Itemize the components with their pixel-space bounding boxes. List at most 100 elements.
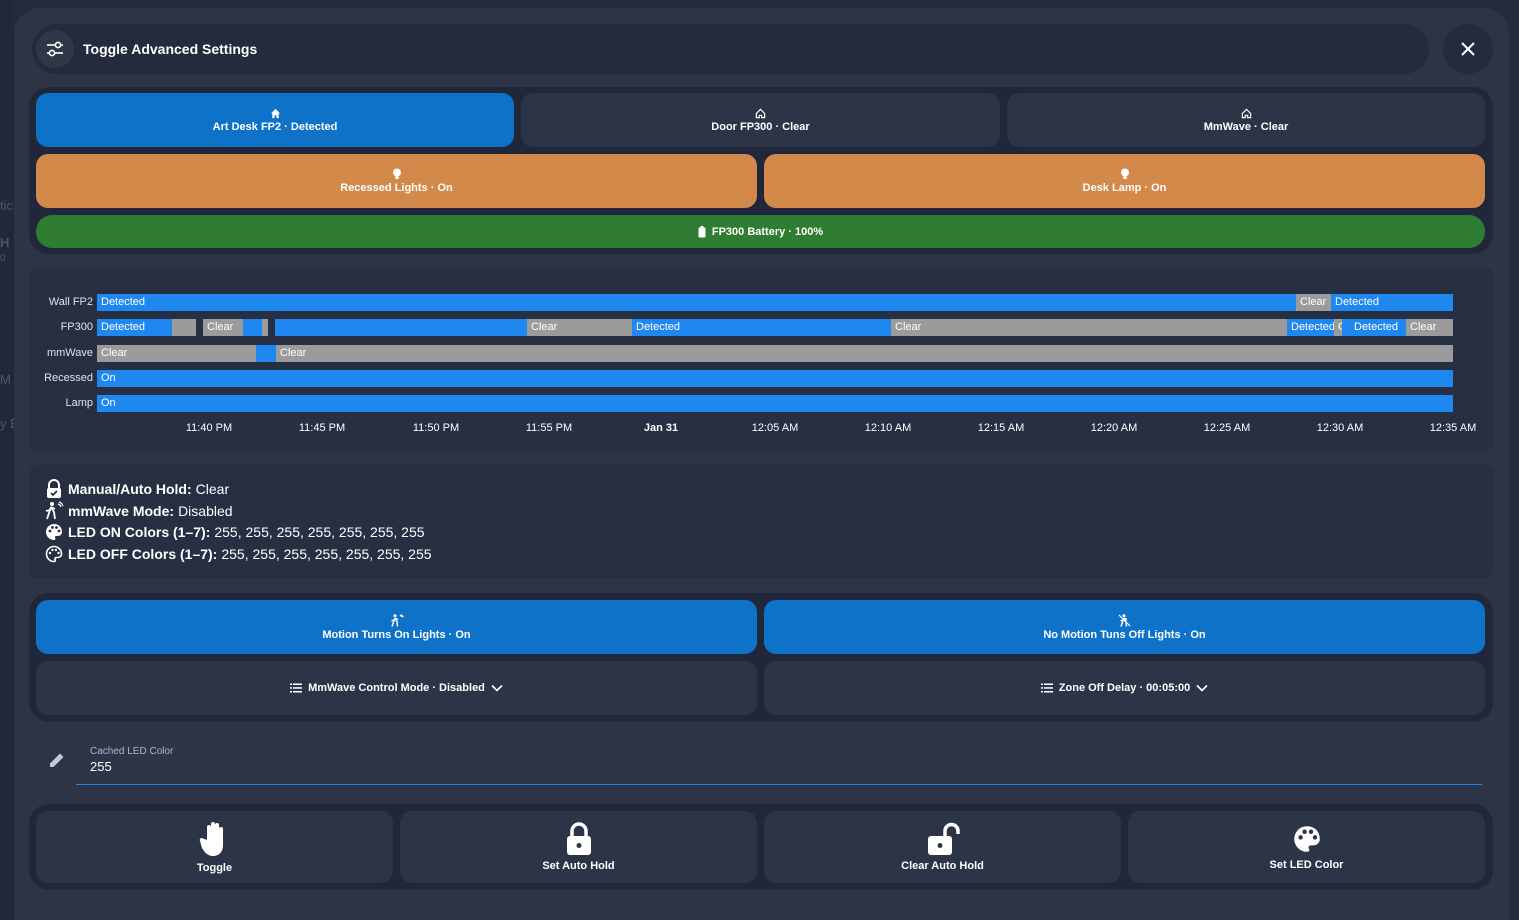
- info-key: mmWave Mode:: [68, 503, 175, 519]
- attributes-card: [30, 465, 1493, 578]
- timeline-segment[interactable]: Detected: [1350, 319, 1406, 336]
- timeline-axis-tick: 11:50 PM: [412, 422, 460, 434]
- close-button[interactable]: [1443, 24, 1493, 74]
- timeline-segment[interactable]: [256, 345, 276, 362]
- info-led-on-colors: LED ON Colors (1–7): 255, 255, 255, 255,…: [44, 522, 425, 542]
- timeline-segment[interactable]: Detected: [1287, 319, 1334, 336]
- background-text-fragment: 0: [0, 253, 6, 264]
- timeline-segment[interactable]: [172, 319, 196, 336]
- bulb-icon: [1120, 168, 1129, 179]
- cached-led-color-input[interactable]: [76, 736, 1482, 785]
- info-led-off-colors: LED OFF Colors (1–7): 255, 255, 255, 255…: [44, 544, 432, 564]
- timeline-axis-tick: 12:15 AM: [977, 422, 1025, 434]
- timeline-axis-tick: 12:05 AM: [751, 422, 799, 434]
- timeline-segment[interactable]: [243, 319, 262, 336]
- info-value: 255, 255, 255, 255, 255, 255, 255: [221, 546, 432, 562]
- tile-label: FP300 Battery · 100%: [711, 225, 824, 238]
- background-page-edge: [0, 0, 14, 920]
- timeline-segment[interactable]: Detected: [97, 319, 172, 336]
- button-label: Set LED Color: [1269, 859, 1344, 871]
- timeline-axis-tick: 12:35 AM: [1429, 422, 1477, 434]
- tune-icon[interactable]: [36, 30, 74, 68]
- info-manual-auto-hold: Manual/Auto Hold: Clear: [44, 479, 229, 499]
- home-outline-icon: [755, 108, 766, 118]
- toggle-button[interactable]: Toggle: [36, 811, 393, 883]
- lock-icon: [566, 822, 591, 855]
- timeline-segment[interactable]: On: [97, 370, 1453, 387]
- tile-label: Recessed Lights · On: [340, 182, 453, 194]
- toggle-no-motion-turns-off-lights[interactable]: No Motion Tuns Off Lights · On: [764, 600, 1485, 654]
- timeline-segment[interactable]: [1342, 319, 1350, 336]
- button-label: Clear Auto Hold: [901, 860, 984, 872]
- timeline-segment[interactable]: Clear: [1334, 319, 1342, 336]
- background-text-fragment: H: [0, 235, 10, 250]
- clear-auto-hold-button[interactable]: Clear Auto Hold: [764, 811, 1121, 883]
- tile-recessed-lights[interactable]: Recessed Lights · On: [36, 154, 757, 208]
- motion-sensor-icon: [45, 501, 64, 520]
- timeline-axis-tick: Jan 31: [643, 422, 679, 434]
- tile-label: Door FP300 · Clear: [711, 120, 810, 133]
- set-led-color-button[interactable]: Set LED Color: [1128, 811, 1485, 883]
- timeline-segment[interactable]: Detected: [97, 294, 1296, 311]
- info-value: 255, 255, 255, 255, 255, 255, 255: [214, 524, 425, 540]
- timeline-axis-tick: 11:45 PM: [298, 422, 346, 434]
- timeline-row-label: mmWave: [46, 347, 93, 359]
- info-value: Disabled: [178, 503, 233, 519]
- timeline-row-label: Recessed: [44, 372, 93, 384]
- bulb-icon: [392, 168, 401, 179]
- timeline-axis-tick: 11:55 PM: [525, 422, 573, 434]
- select-zone-off-delay[interactable]: Zone Off Delay · 00:05:00: [764, 661, 1485, 715]
- select-label: MmWave Control Mode · Disabled: [308, 682, 485, 694]
- timeline-segment[interactable]: [262, 319, 268, 336]
- timeline-segment[interactable]: Detected: [632, 319, 891, 336]
- timeline-axis-tick: 12:20 AM: [1090, 422, 1138, 434]
- timeline-axis-tick: 12:10 AM: [864, 422, 912, 434]
- timeline-segment[interactable]: Clear: [276, 345, 1453, 362]
- tile-label: No Motion Tuns Off Lights · On: [1043, 628, 1206, 641]
- timeline-segment[interactable]: Clear: [203, 319, 243, 336]
- battery-icon: [698, 225, 706, 237]
- tile-fp300-battery[interactable]: FP300 Battery · 100%: [36, 215, 1485, 248]
- dialog-title: Toggle Advanced Settings: [83, 41, 258, 57]
- tile-door-fp300[interactable]: Door FP300 · Clear: [521, 93, 1000, 147]
- tile-mmwave[interactable]: MmWave · Clear: [1007, 93, 1485, 147]
- timeline-axis-tick: 11:40 PM: [185, 422, 233, 434]
- timeline-segment[interactable]: Clear: [891, 319, 1287, 336]
- timeline-segment[interactable]: Clear: [1406, 319, 1453, 336]
- timeline-segment[interactable]: [275, 319, 527, 336]
- tile-label: MmWave · Clear: [1203, 120, 1289, 133]
- select-mmwave-control-mode[interactable]: MmWave Control Mode · Disabled: [36, 661, 757, 715]
- walk-off-icon: [1118, 613, 1130, 627]
- info-value: Clear: [195, 481, 230, 497]
- info-key: LED OFF Colors (1–7):: [68, 546, 218, 562]
- timeline-axis-tick: 12:30 AM: [1316, 422, 1364, 434]
- timeline-segment[interactable]: On: [97, 395, 1453, 412]
- header-toggle-bar[interactable]: [32, 24, 1429, 74]
- select-label: Zone Off Delay · 00:05:00: [1058, 682, 1191, 694]
- tile-label: Art Desk FP2 · Detected: [212, 120, 338, 133]
- palette-icon: [1293, 826, 1320, 852]
- chevron-down-icon: [491, 684, 503, 692]
- set-auto-hold-button[interactable]: Set Auto Hold: [400, 811, 757, 883]
- tile-desk-lamp[interactable]: Desk Lamp · On: [764, 154, 1485, 208]
- field-label: Cached LED Color: [90, 746, 174, 757]
- timeline-row-label: Wall FP2: [48, 296, 93, 308]
- tile-art-desk-fp2[interactable]: Art Desk FP2 · Detected: [36, 93, 514, 147]
- timeline-segment[interactable]: Clear: [527, 319, 632, 336]
- field-value[interactable]: 255: [90, 759, 112, 774]
- timeline-segment[interactable]: Clear: [1296, 294, 1331, 311]
- tile-label: Desk Lamp · On: [1082, 182, 1167, 194]
- info-mmwave-mode: mmWave Mode: Disabled: [44, 501, 233, 521]
- timeline-segment[interactable]: Detected: [1331, 294, 1453, 311]
- lock-check-icon: [47, 479, 61, 498]
- home-icon: [270, 108, 280, 118]
- pencil-icon: [48, 751, 66, 774]
- timeline-axis-tick: 12:25 AM: [1203, 422, 1251, 434]
- info-key: Manual/Auto Hold:: [68, 481, 192, 497]
- toggle-motion-turns-on-lights[interactable]: Motion Turns On Lights · On: [36, 600, 757, 654]
- background-text-fragment: tic: [0, 198, 13, 213]
- chevron-down-icon: [1196, 684, 1208, 692]
- background-text-fragment: M: [0, 372, 11, 387]
- timeline-segment[interactable]: Clear: [97, 345, 256, 362]
- lock-open-icon: [927, 822, 960, 855]
